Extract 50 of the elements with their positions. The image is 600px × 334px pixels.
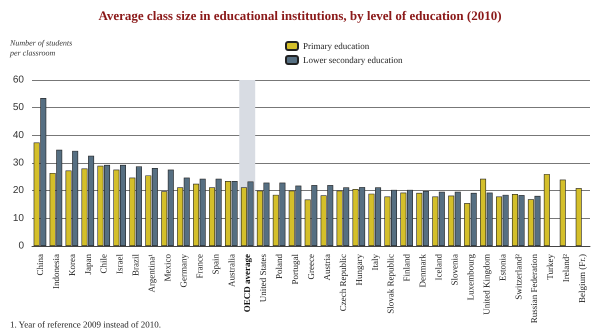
bar — [560, 180, 566, 246]
legend-label: Lower secondary education — [303, 55, 403, 65]
x-tick-label: Chile — [98, 254, 109, 274]
y-tick-label: 40 — [12, 130, 24, 141]
x-tick-label: Hungary — [354, 254, 364, 286]
x-tick-label: Denmark — [418, 254, 428, 288]
x-tick-label: Portugal — [290, 254, 300, 284]
y-tick-label: 50 — [12, 102, 24, 114]
x-tick-label: Ireland² — [561, 254, 572, 282]
bar — [576, 188, 582, 246]
x-tick-label: Italy — [370, 254, 380, 270]
x-tick-label: United States — [258, 254, 268, 302]
x-tick-label: Australia — [226, 254, 236, 287]
x-tick-label: France — [194, 254, 204, 278]
x-tick-label: Slovak Republic — [386, 254, 396, 314]
y-tick-label: 10 — [12, 212, 24, 224]
y-tick-label: 30 — [12, 158, 24, 168]
x-tick-label: Germany — [178, 254, 188, 288]
x-tick-label: Korea — [66, 254, 77, 276]
x-tick-label: Greece — [306, 254, 316, 280]
chart-title: Average class size in educational institutions, by level of education (2010) — [98, 8, 502, 23]
y-axis-title: Number of students per classroom — [9, 38, 72, 58]
x-tick-label: Czech Republic — [338, 254, 348, 312]
x-tick-label: Iceland — [434, 254, 444, 280]
x-tick-label: Turkey — [545, 254, 556, 280]
legend-label: Primary education — [303, 41, 370, 51]
y-tick-label: 20 — [12, 185, 24, 196]
x-tick-label: OECD average — [242, 254, 252, 312]
x-tick-label: Indonesia — [50, 254, 61, 289]
x-tick-label: China — [34, 254, 45, 276]
bar — [544, 174, 550, 246]
x-tick-label: Spain — [210, 254, 220, 275]
x-tick-label: United Kingdom — [481, 254, 492, 315]
x-tick-label: Mexico — [162, 254, 173, 282]
x-tick-label: Russian Federation — [529, 254, 540, 324]
x-tick-label: Israel — [114, 254, 125, 274]
x-tick-label: Japan — [82, 254, 93, 274]
y-tick-label: 0 — [18, 240, 24, 252]
x-tick-label: Argentina¹ — [146, 254, 157, 293]
x-tick-label: Belgium (Fr.) — [577, 254, 588, 303]
text: 1. Year of reference 2009 instead of 2010. — [10, 320, 161, 330]
x-tick-label: Slovenia — [449, 254, 460, 286]
x-tick-label: Brazil — [130, 254, 141, 276]
x-tick-label: Finland — [402, 254, 412, 282]
x-tick-label: Luxembourg — [465, 254, 476, 300]
x-tick-label: Estonia — [497, 254, 508, 281]
x-tick-label: Austria — [322, 254, 332, 280]
x-tick-label: Poland — [274, 254, 284, 280]
x-tick-label: Switzerland² — [513, 254, 524, 300]
y-tick-label: 60 — [12, 74, 24, 86]
